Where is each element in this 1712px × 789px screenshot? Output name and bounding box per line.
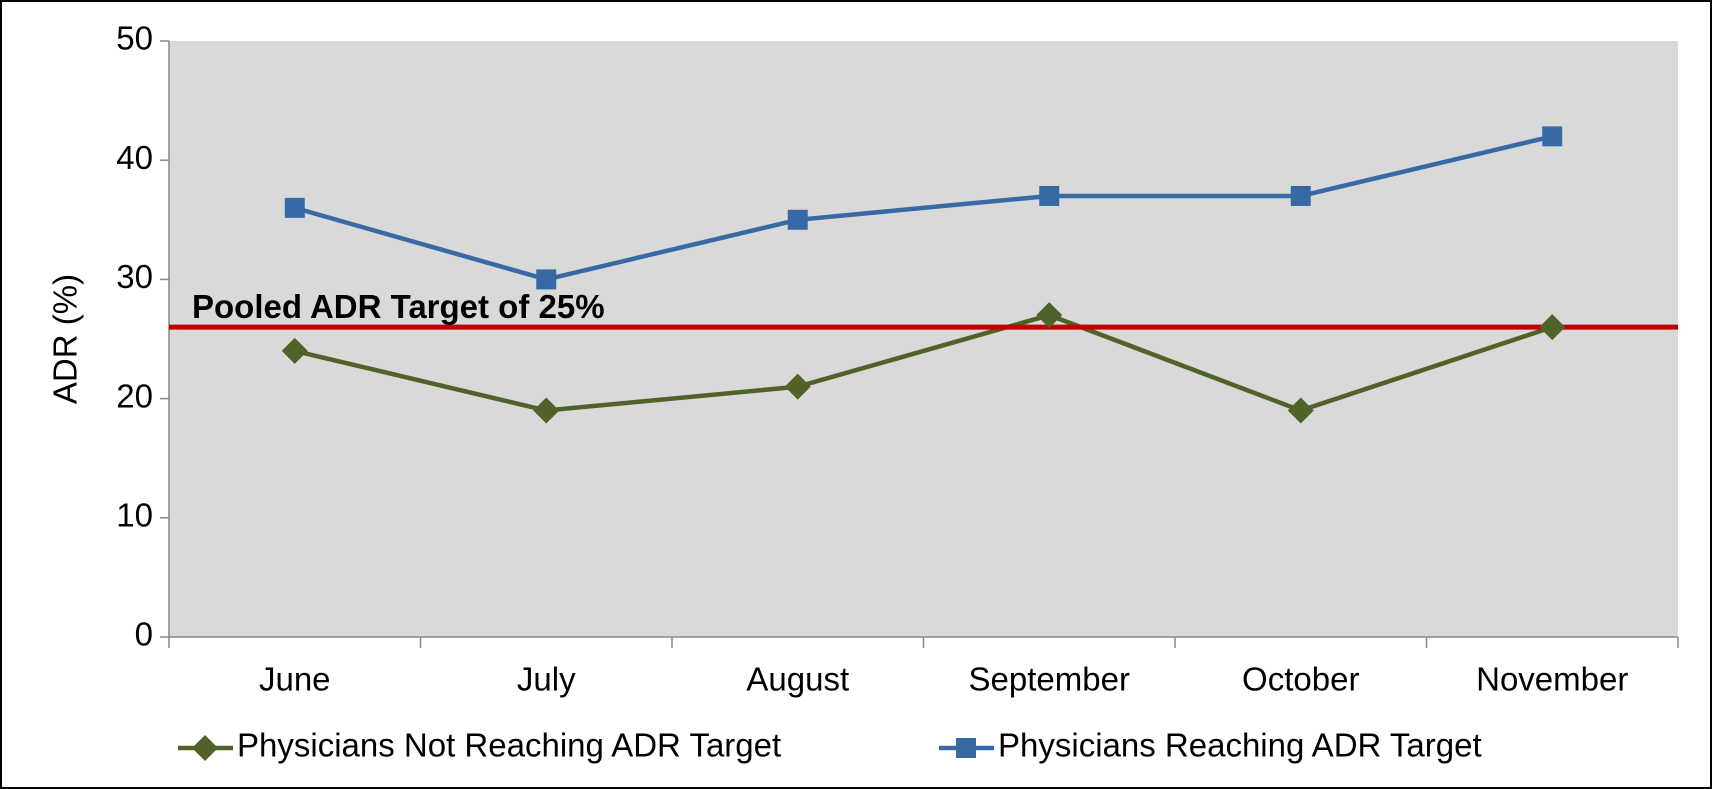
x-tick-label: November — [1476, 661, 1628, 698]
legend-label: Physicians Reaching ADR Target — [998, 727, 1482, 764]
y-tick-label: 20 — [116, 377, 153, 414]
series-marker — [281, 337, 308, 364]
y-tick-label: 30 — [116, 258, 153, 295]
series-marker — [787, 209, 808, 230]
legend-marker — [192, 735, 218, 761]
x-tick-label: August — [746, 661, 849, 698]
x-tick-label: September — [969, 661, 1130, 698]
y-tick-label: 0 — [135, 616, 153, 653]
series-marker — [284, 197, 305, 218]
legend-marker — [956, 738, 976, 758]
series-marker — [536, 269, 557, 290]
series-marker — [533, 397, 560, 424]
plot-area — [169, 41, 1678, 637]
x-tick-label: June — [259, 661, 331, 698]
series-line — [294, 312, 1553, 413]
series-marker — [1039, 185, 1060, 206]
x-tick-label: July — [517, 661, 576, 698]
series-marker — [784, 373, 811, 400]
x-tick-label: October — [1242, 661, 1359, 698]
reference-label: Pooled ADR Target of 25% — [192, 288, 605, 325]
series-marker — [1290, 185, 1311, 206]
series-line — [294, 134, 1553, 282]
y-tick-label: 40 — [116, 139, 153, 176]
series-marker — [1036, 302, 1063, 329]
series-marker — [1539, 314, 1566, 341]
y-axis-label: ADR (%) — [47, 274, 84, 404]
series-marker — [1287, 397, 1314, 424]
legend-label: Physicians Not Reaching ADR Target — [237, 727, 781, 764]
series-marker — [1542, 126, 1563, 147]
y-tick-label: 50 — [116, 20, 153, 57]
y-tick-label: 10 — [116, 497, 153, 534]
